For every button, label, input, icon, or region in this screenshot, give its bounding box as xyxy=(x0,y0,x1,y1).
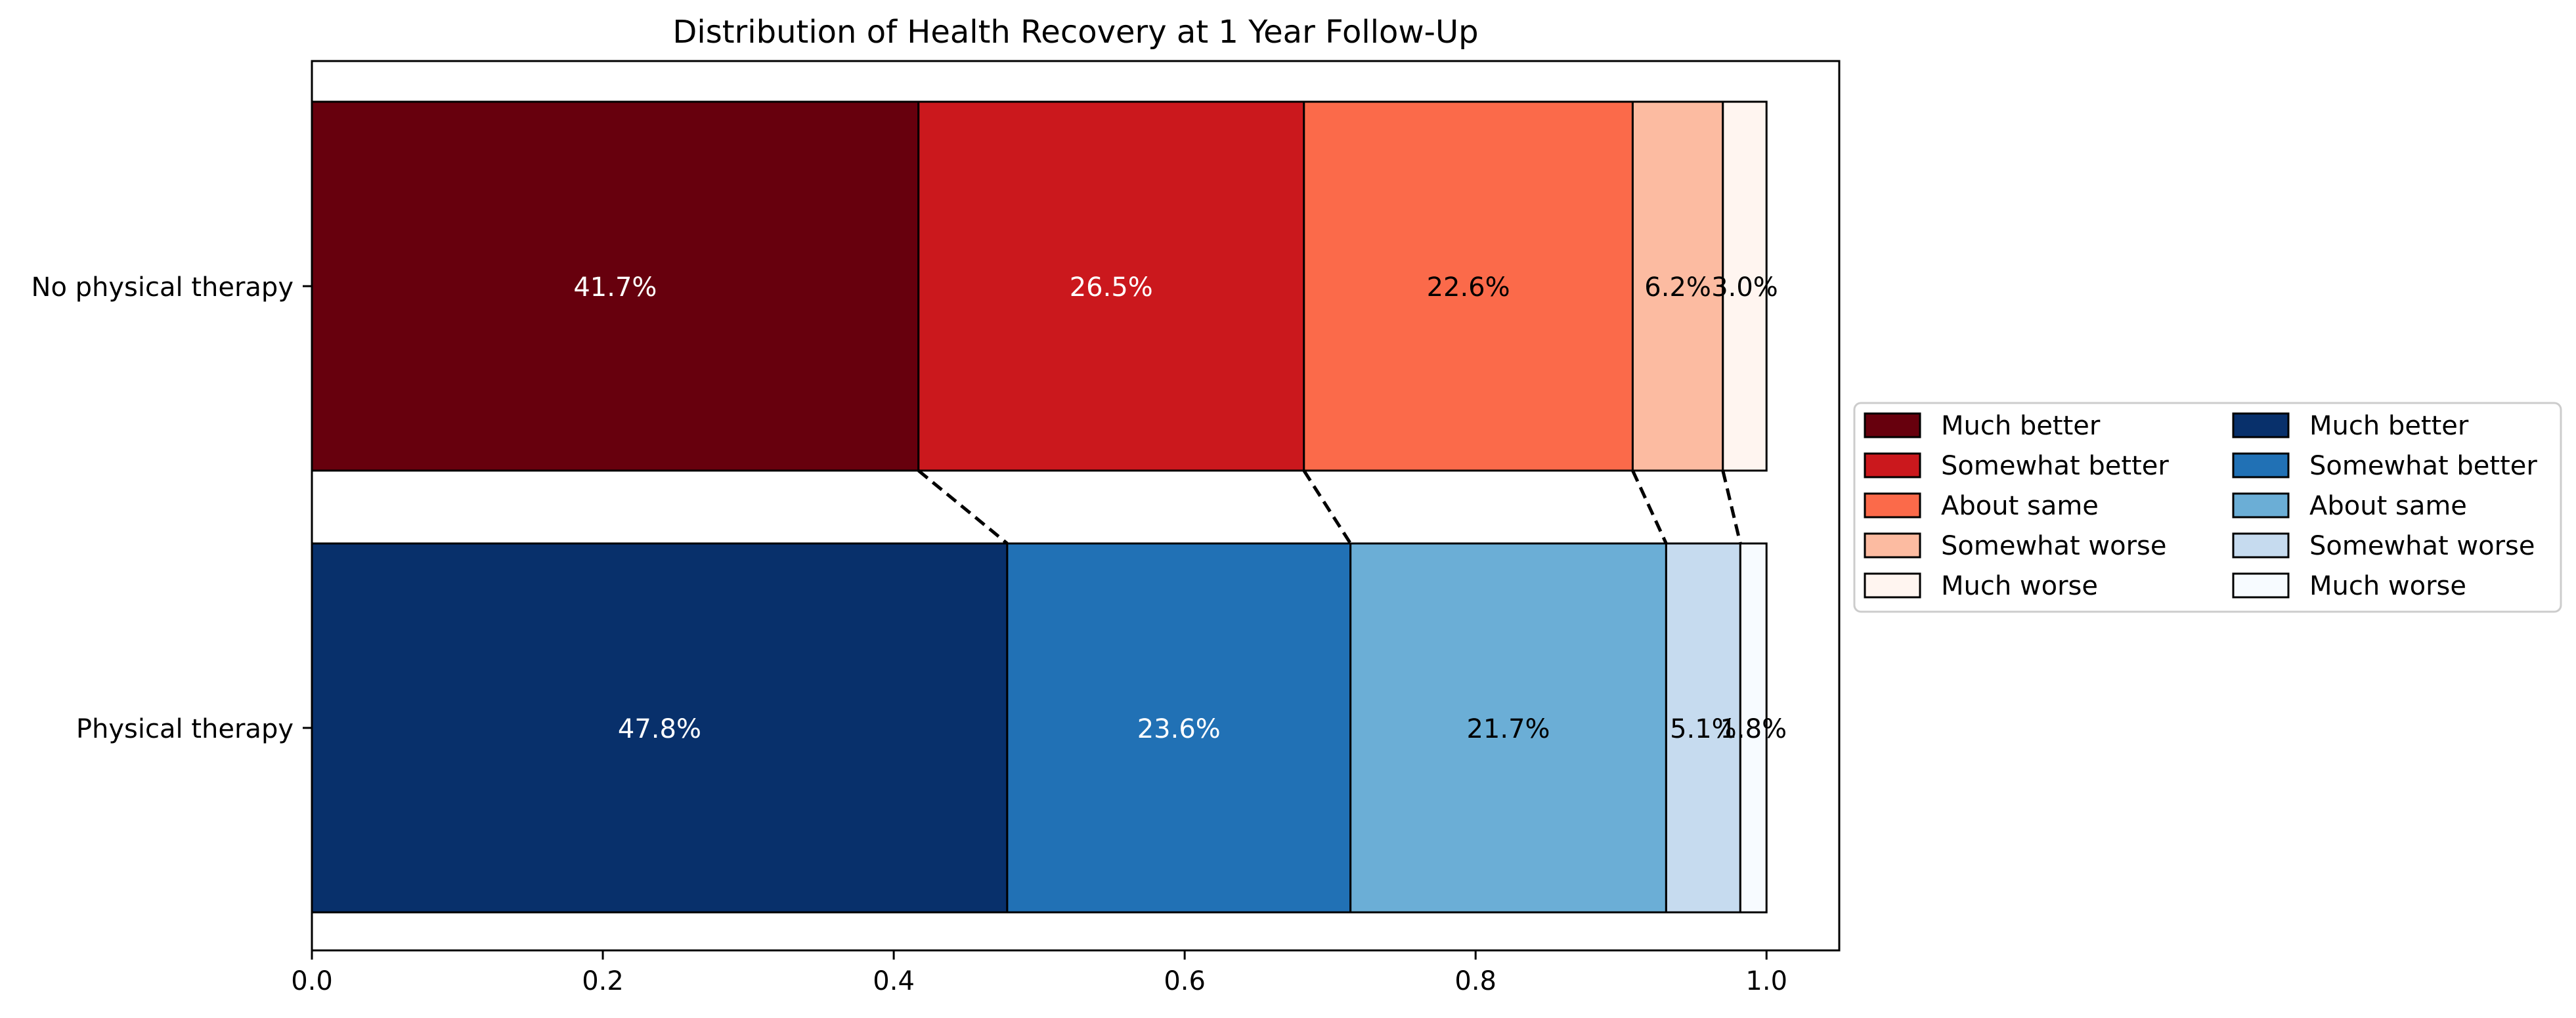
bar-physical-therapy-about-same xyxy=(1349,542,1667,914)
x-tick-label: 0.8 xyxy=(1454,966,1496,996)
chart-title: Distribution of Health Recovery at 1 Yea… xyxy=(672,14,1478,51)
data-label-physical-therapy-somewhat-worse: 5.1% xyxy=(1670,714,1737,744)
connector-line xyxy=(1631,469,1668,545)
legend-swatch-somewhat-better xyxy=(1864,452,1921,478)
connector-line xyxy=(1302,469,1352,545)
bar-physical-therapy-much-better xyxy=(311,542,1009,914)
bar-no-physical-therapy-somewhat-worse xyxy=(1631,100,1724,472)
x-tick-label: 1.0 xyxy=(1745,966,1787,996)
connectors-layer xyxy=(917,469,1742,545)
data-label-no-physical-therapy-much-better: 41.7% xyxy=(573,272,657,303)
legend-swatch-somewhat-worse xyxy=(2232,532,2290,559)
legend-swatch-about-same xyxy=(2232,492,2290,519)
x-tick-label: 0.4 xyxy=(873,966,915,996)
legend-swatch-somewhat-better xyxy=(2232,452,2290,478)
legend-label-about-same: About same xyxy=(2309,491,2467,521)
legend-label-much-better: Much better xyxy=(1941,411,2101,441)
connector-line xyxy=(917,469,1009,545)
legend-swatch-much-worse xyxy=(1864,572,1921,599)
legend-swatch-much-worse xyxy=(2232,572,2290,599)
bar-no-physical-therapy-somewhat-better xyxy=(917,100,1305,472)
legend-swatch-much-better xyxy=(2232,412,2290,438)
x-axis: 0.0 0.2 0.4 0.6 0.8 1.0 xyxy=(291,950,1787,996)
bar-physical-therapy-somewhat-better xyxy=(1006,542,1352,914)
legend-label-about-same: About same xyxy=(1941,491,2099,521)
data-label-physical-therapy-much-better: 47.8% xyxy=(618,714,701,744)
data-labels-layer: 41.7% 26.5% 22.6% 6.2% 3.0% 47.8% 23.6% 21.7% 5.… xyxy=(573,272,1787,744)
data-label-no-physical-therapy-somewhat-worse: 6.2% xyxy=(1644,272,1711,303)
plot-frame xyxy=(311,60,1841,952)
data-label-physical-therapy-much-worse: 1.8% xyxy=(1720,714,1787,744)
data-label-no-physical-therapy-much-worse: 3.0% xyxy=(1711,272,1778,303)
data-label-no-physical-therapy-about-same: 22.6% xyxy=(1427,272,1510,303)
bar-no-physical-therapy-much-better xyxy=(311,100,920,472)
legend-swatch-about-same xyxy=(1864,492,1921,519)
bar-physical-therapy-much-worse xyxy=(1739,542,1768,914)
bar-physical-therapy-somewhat-worse xyxy=(1665,542,1741,914)
data-label-physical-therapy-about-same: 21.7% xyxy=(1466,714,1550,744)
legend-label-much-worse: Much worse xyxy=(1941,571,2098,601)
y-tick-label-physical-therapy: Physical therapy xyxy=(76,714,294,744)
bars-layer xyxy=(311,100,1768,914)
x-tick-label: 0.0 xyxy=(291,966,333,996)
legend-label-somewhat-worse: Somewhat worse xyxy=(1941,531,2167,561)
legend-box xyxy=(1853,402,2562,613)
legend-label-somewhat-better: Somewhat better xyxy=(2309,451,2537,481)
legend-label-somewhat-better: Somewhat better xyxy=(1941,451,2169,481)
legend-label-much-worse: Much worse xyxy=(2309,571,2466,601)
bar-no-physical-therapy-about-same xyxy=(1303,100,1634,472)
data-label-physical-therapy-somewhat-better: 23.6% xyxy=(1137,714,1221,744)
data-label-no-physical-therapy-somewhat-better: 26.5% xyxy=(1070,272,1153,303)
connector-line xyxy=(1721,470,1742,544)
legend-swatch-somewhat-worse xyxy=(1864,532,1921,559)
legend: Much better Somewhat better About same Some… xyxy=(1853,402,2562,613)
legend-label-somewhat-worse: Somewhat worse xyxy=(2309,531,2535,561)
legend-label-much-better: Much better xyxy=(2309,411,2469,441)
legend-swatch-much-better xyxy=(1864,412,1921,438)
bar-no-physical-therapy-much-worse xyxy=(1722,100,1768,472)
y-tick-label-no-physical-therapy: No physical therapy xyxy=(32,272,294,303)
y-axis: No physical therapy Physical therapy xyxy=(32,272,312,744)
x-tick-label: 0.2 xyxy=(582,966,624,996)
x-tick-label: 0.6 xyxy=(1164,966,1206,996)
